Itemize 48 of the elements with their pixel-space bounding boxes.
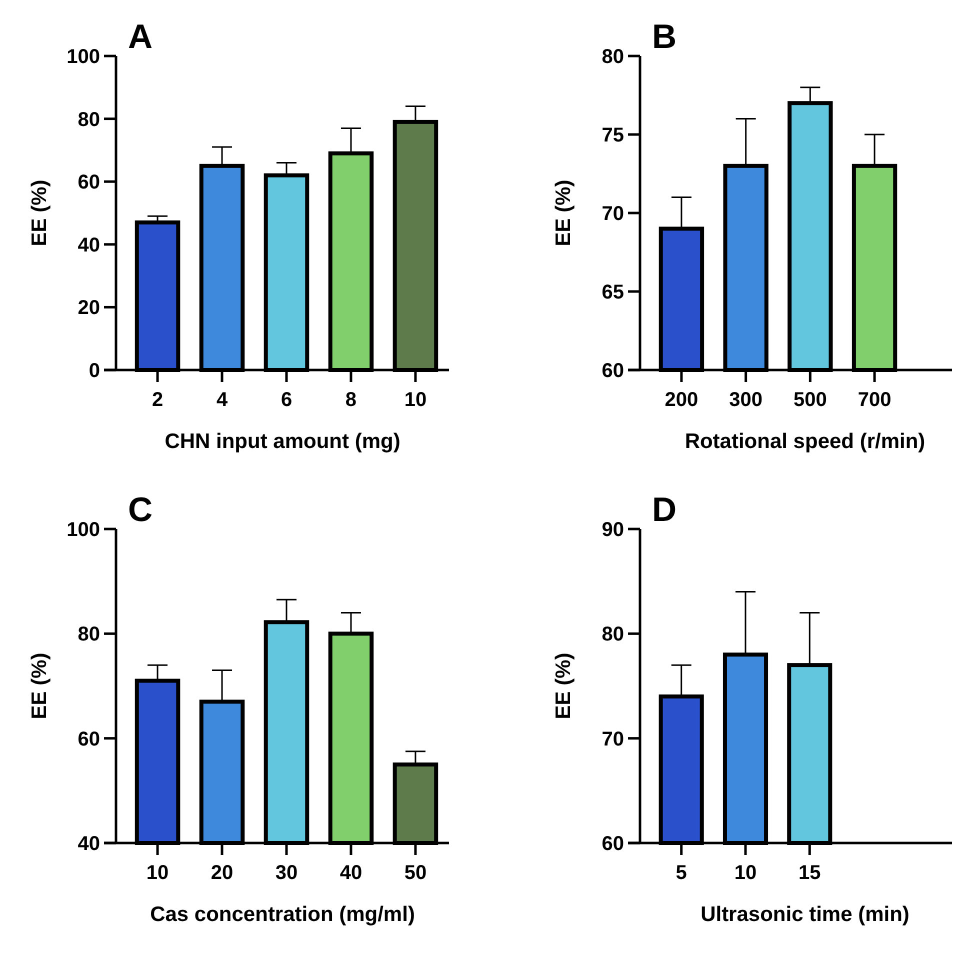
x-tick-label: 10 — [734, 862, 757, 884]
y-tick-label: 80 — [602, 624, 624, 646]
x-tick-label: 200 — [664, 389, 698, 411]
y-axis-title: EE (%) — [552, 652, 575, 720]
y-tick-label: 65 — [602, 282, 624, 304]
y-axis-title: EE (%) — [28, 652, 51, 720]
chart-title: A — [128, 18, 153, 56]
y-tick-label: 60 — [78, 728, 100, 750]
y-tick-label: 70 — [602, 728, 624, 750]
x-tick-label: 300 — [729, 389, 763, 411]
y-tick-label: 80 — [602, 46, 624, 68]
y-axis-title: EE (%) — [552, 180, 575, 246]
y-tick-label: 40 — [78, 234, 100, 256]
y-tick-label: 70 — [602, 203, 624, 225]
x-tick-label: 5 — [676, 862, 687, 884]
x-tick-label: 10 — [404, 389, 427, 411]
chart-title: C — [128, 491, 153, 529]
x-tick-label: 4 — [216, 389, 228, 411]
x-tick-label: 50 — [404, 862, 427, 884]
x-tick-label: 2 — [152, 389, 164, 411]
x-tick-label: 10 — [146, 862, 169, 884]
chart-title: B — [652, 18, 677, 56]
x-axis-title: Cas concentration (mg/ml) — [150, 903, 415, 926]
x-tick-label: 15 — [798, 862, 821, 884]
x-axis-title: Ultrasonic time (min) — [700, 903, 910, 926]
y-tick-label: 100 — [66, 519, 100, 541]
y-tick-label: 40 — [78, 833, 100, 855]
y-tick-label: 80 — [78, 108, 100, 131]
x-tick-label: 30 — [275, 862, 298, 884]
x-axis-title: CHN input amount (mg) — [164, 430, 400, 453]
chart-title: D — [652, 491, 677, 529]
y-tick-label: 100 — [66, 46, 100, 68]
y-tick-label: 80 — [78, 624, 100, 646]
x-tick-label: 500 — [793, 389, 827, 411]
x-axis-title: Rotational speed (r/min) — [684, 430, 926, 453]
x-tick-label: 40 — [340, 862, 362, 884]
y-tick-label: 0 — [88, 360, 100, 382]
y-tick-label: 60 — [602, 360, 624, 382]
x-tick-label: 20 — [210, 862, 234, 884]
y-tick-label: 60 — [602, 833, 624, 855]
y-tick-label: 90 — [602, 519, 624, 541]
x-tick-label: 6 — [280, 389, 292, 411]
y-tick-label: 60 — [78, 172, 100, 194]
x-tick-label: 700 — [858, 389, 892, 411]
x-tick-label: 8 — [345, 389, 357, 411]
y-axis-title: EE (%) — [28, 180, 51, 246]
y-tick-label: 75 — [602, 124, 624, 146]
y-tick-label: 20 — [78, 297, 100, 320]
